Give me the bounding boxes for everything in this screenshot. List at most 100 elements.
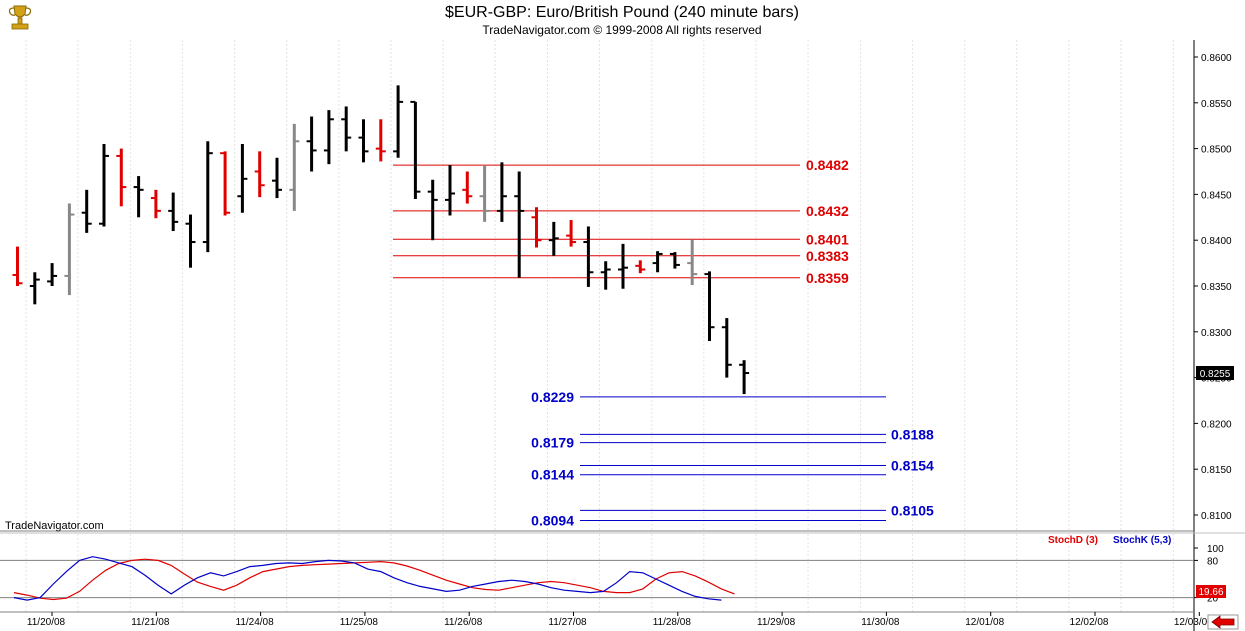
stoch-tick-label: 80 [1207, 556, 1219, 567]
price-bar [12, 246, 23, 286]
price-bar [168, 192, 179, 232]
y-tick-label: 0.8200 [1201, 419, 1232, 430]
resistance-label: 0.8401 [806, 231, 849, 247]
price-bar [531, 207, 542, 248]
stoch-tick-label: 20 [1207, 594, 1219, 605]
stoch-series-line [13, 558, 735, 601]
support-label: 0.8105 [891, 502, 934, 518]
price-bar [306, 116, 317, 172]
resistance-label: 0.8482 [806, 157, 849, 173]
support-label: 0.8188 [891, 426, 934, 442]
price-bar [29, 272, 40, 305]
y-tick-label: 0.8150 [1201, 465, 1232, 476]
price-bars [12, 85, 750, 395]
y-tick-label: 0.8400 [1201, 236, 1232, 247]
price-bar [479, 165, 490, 222]
y-tick-label: 0.8100 [1201, 511, 1232, 522]
price-bar [202, 141, 213, 253]
price-bar [99, 144, 109, 227]
x-tick-label: 11/25/08 [340, 617, 379, 628]
support-label: 0.8229 [531, 389, 574, 405]
price-bar [583, 226, 594, 287]
trophy-icon[interactable] [8, 5, 32, 30]
price-bar [410, 100, 421, 199]
x-tick-label: 11/26/08 [444, 617, 483, 628]
price-bar [514, 171, 525, 278]
grid [25, 40, 1174, 612]
legend-stochk: StochK (5,3) [1113, 535, 1171, 546]
x-tick-label: 11/30/08 [861, 617, 900, 628]
last-price-label: 0.8255 [1200, 369, 1231, 380]
price-bar [669, 252, 680, 269]
price-bar [721, 318, 732, 378]
resistance-label: 0.8383 [806, 248, 849, 264]
price-bar [739, 360, 750, 395]
price-bar [64, 203, 75, 296]
support-label: 0.8154 [891, 458, 934, 474]
price-bar [185, 214, 196, 268]
price-bar [566, 220, 577, 247]
price-bar [341, 106, 352, 152]
support-label: 0.8094 [531, 512, 574, 528]
support-label: 0.8179 [531, 435, 574, 451]
price-bar [150, 189, 161, 219]
stochastic-grid [0, 559, 1194, 599]
price-bar [323, 110, 334, 165]
price-bar [393, 85, 404, 158]
price-bar [133, 176, 144, 218]
price-bar [462, 171, 473, 204]
price-bar [272, 157, 282, 199]
stoch-last-label: 19.66 [1198, 587, 1223, 598]
price-bar [548, 221, 559, 256]
x-tick-label: 11/28/08 [653, 617, 692, 628]
chart-title: $EUR-GBP: Euro/British Pound (240 minute… [445, 4, 799, 21]
price-bar [704, 271, 715, 341]
x-tick-label: 11/21/08 [131, 617, 170, 628]
x-tick-label: 12/03/08 [1174, 617, 1213, 628]
price-bar [635, 260, 646, 274]
price-bar [81, 189, 92, 233]
last-price-marker: 0.8255 [1196, 366, 1234, 380]
x-tick-label: 12/01/08 [965, 617, 1004, 628]
x-tick-label: 11/20/08 [27, 617, 66, 628]
y-tick-label: 0.8450 [1201, 190, 1232, 201]
price-bar [237, 144, 248, 213]
stoch-series-line [13, 556, 722, 601]
stoch-tick-label: 100 [1207, 544, 1224, 555]
support-label: 0.8144 [531, 467, 574, 483]
date-axis: 11/20/08 11/21/08 11/24/08 11/25/08 11/26/08… [0, 611, 1213, 628]
y-tick-label: 0.8350 [1201, 282, 1232, 293]
price-bar [427, 179, 438, 241]
x-tick-label: 11/27/08 [548, 617, 587, 628]
price-bar [496, 162, 507, 222]
resistance-label: 0.8359 [806, 270, 849, 286]
y-tick-label: 0.8300 [1201, 328, 1232, 339]
stochastic-lines [13, 556, 735, 601]
legend-stochd: StochD (3) [1048, 535, 1098, 546]
left-arrow-icon[interactable] [1207, 614, 1239, 630]
y-tick-label: 0.8550 [1201, 99, 1232, 110]
stoch-last-marker: 19.66 [1196, 585, 1226, 598]
x-tick-label: 11/24/08 [236, 617, 275, 628]
price-bar [220, 151, 231, 216]
price-bar [618, 243, 628, 289]
price-bar [116, 148, 127, 207]
copyright-notice: TradeNavigator.com © 1999-2008 All right… [482, 23, 761, 37]
price-bar [289, 123, 300, 211]
watermark: TradeNavigator.com [5, 520, 104, 532]
price-axis: 0.8600 0.8550 0.8500 0.8450 0.8400 0.8350 0.83… [1194, 53, 1232, 522]
x-tick-label: 11/29/08 [757, 617, 796, 628]
price-bar [600, 261, 611, 290]
resistance-label: 0.8432 [806, 203, 849, 219]
y-tick-label: 0.8600 [1201, 53, 1232, 64]
x-tick-label: 12/02/08 [1070, 617, 1109, 628]
price-bar [47, 263, 58, 286]
price-bar [652, 251, 663, 273]
price-bar [687, 239, 698, 286]
price-bar [254, 151, 265, 198]
price-bar [445, 165, 455, 216]
y-tick-label: 0.8500 [1201, 145, 1232, 156]
